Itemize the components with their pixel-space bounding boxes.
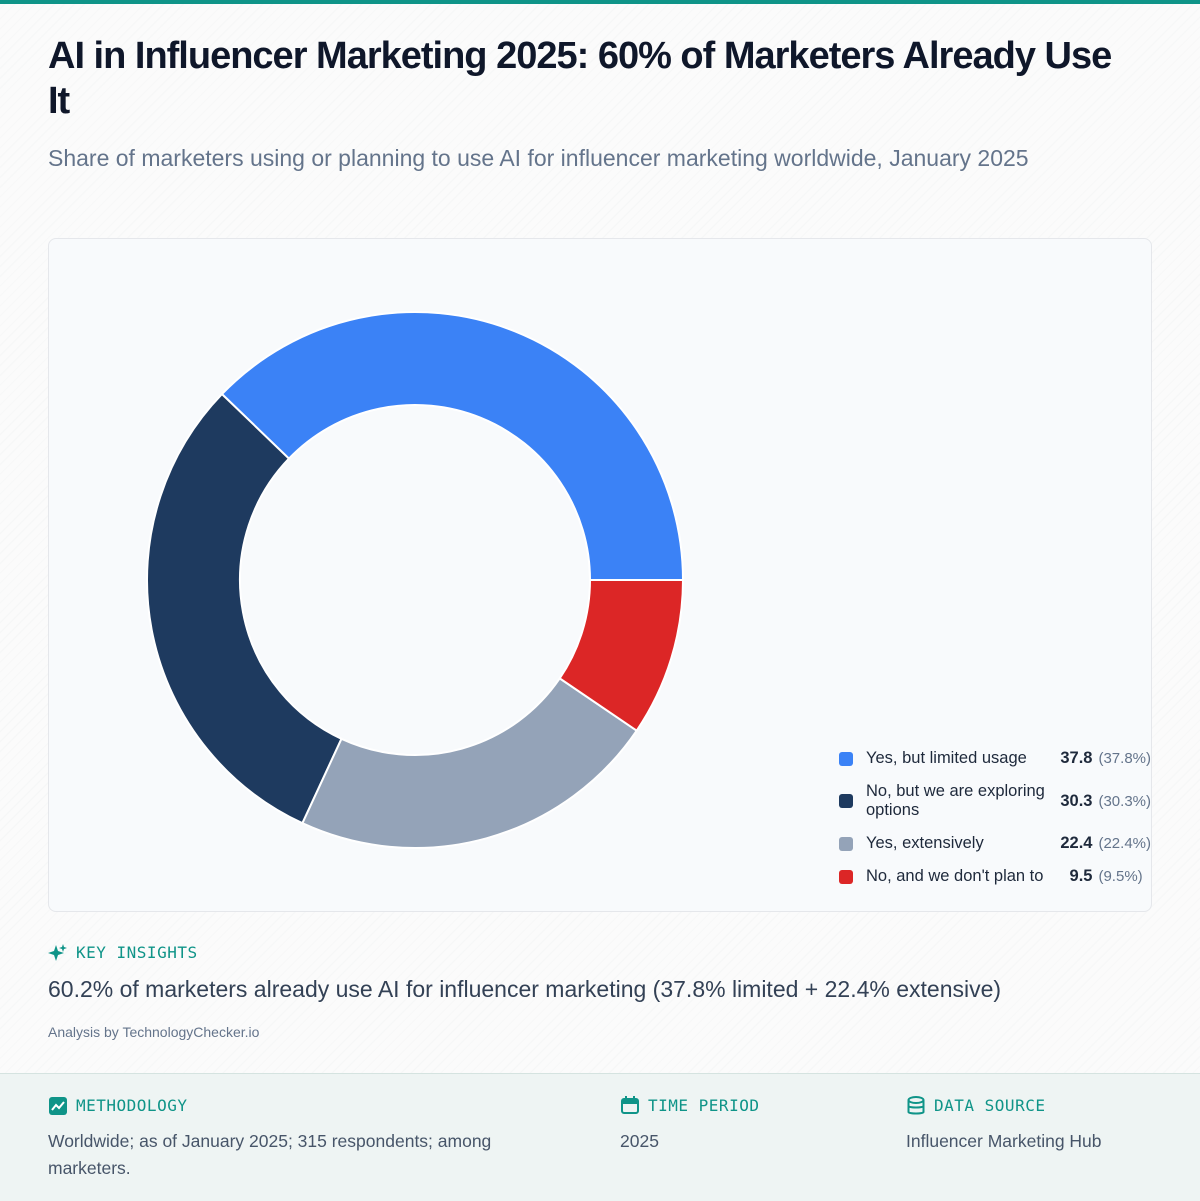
legend-percent: (9.5%) <box>1098 868 1143 885</box>
methodology-text: Worldwide; as of January 2025; 315 respo… <box>48 1131 492 1178</box>
insight-text: 60.2% of marketers already use AI for in… <box>48 976 1002 1002</box>
legend-value: 30.3 <box>1060 791 1093 810</box>
donut-chart <box>146 311 685 849</box>
legend-percent: (22.4%) <box>1098 835 1151 852</box>
legend-value: 37.8 <box>1060 749 1093 767</box>
time-period-text: 2025 <box>620 1131 659 1151</box>
subtitle: Share of marketers using or planning to … <box>48 145 1029 171</box>
legend-percent: (37.8%) <box>1098 750 1151 767</box>
legend-value: 9.5 <box>1069 867 1093 885</box>
data-source-text: Influencer Marketing Hub <box>906 1131 1102 1151</box>
top-bar <box>0 0 1200 4</box>
time-period-label: TIME PERIOD <box>648 1096 760 1115</box>
legend-swatch <box>839 751 853 766</box>
methodology-label: METHODOLOGY <box>76 1096 188 1115</box>
legend-value: 22.4 <box>1060 834 1093 852</box>
chart-icon <box>49 1097 67 1115</box>
donut-slice <box>301 676 639 849</box>
donut-slice <box>220 311 685 581</box>
credit: Analysis by TechnologyChecker.io <box>48 1024 260 1040</box>
legend-swatch <box>839 836 853 851</box>
legend-swatch <box>839 794 853 808</box>
database-icon <box>907 1096 925 1115</box>
donut-slice <box>146 392 343 825</box>
chart-card: Yes, but limited usage 37.8 (37.8%) No, but… <box>48 238 1152 912</box>
legend-label: Yes, extensively <box>866 834 984 852</box>
insights-label: KEY INSIGHTS <box>76 943 198 962</box>
legend-label: Yes, but limited usage <box>866 749 1027 767</box>
title: AI in Influencer Marketing 2025: 60% of … <box>48 35 1112 122</box>
footer <box>0 1073 1200 1201</box>
legend-label: No, and we don't plan to <box>866 867 1044 885</box>
legend: Yes, but limited usage 37.8 (37.8%) No, but… <box>839 749 1151 886</box>
legend-label: No, but we are exploring options <box>866 782 1045 819</box>
legend-swatch <box>839 869 853 884</box>
legend-percent: (30.3%) <box>1098 792 1151 810</box>
sparkle-icon <box>48 944 67 961</box>
donut-slice <box>558 579 685 733</box>
data-source-label: DATA SOURCE <box>934 1096 1046 1115</box>
calendar-icon <box>621 1096 639 1114</box>
